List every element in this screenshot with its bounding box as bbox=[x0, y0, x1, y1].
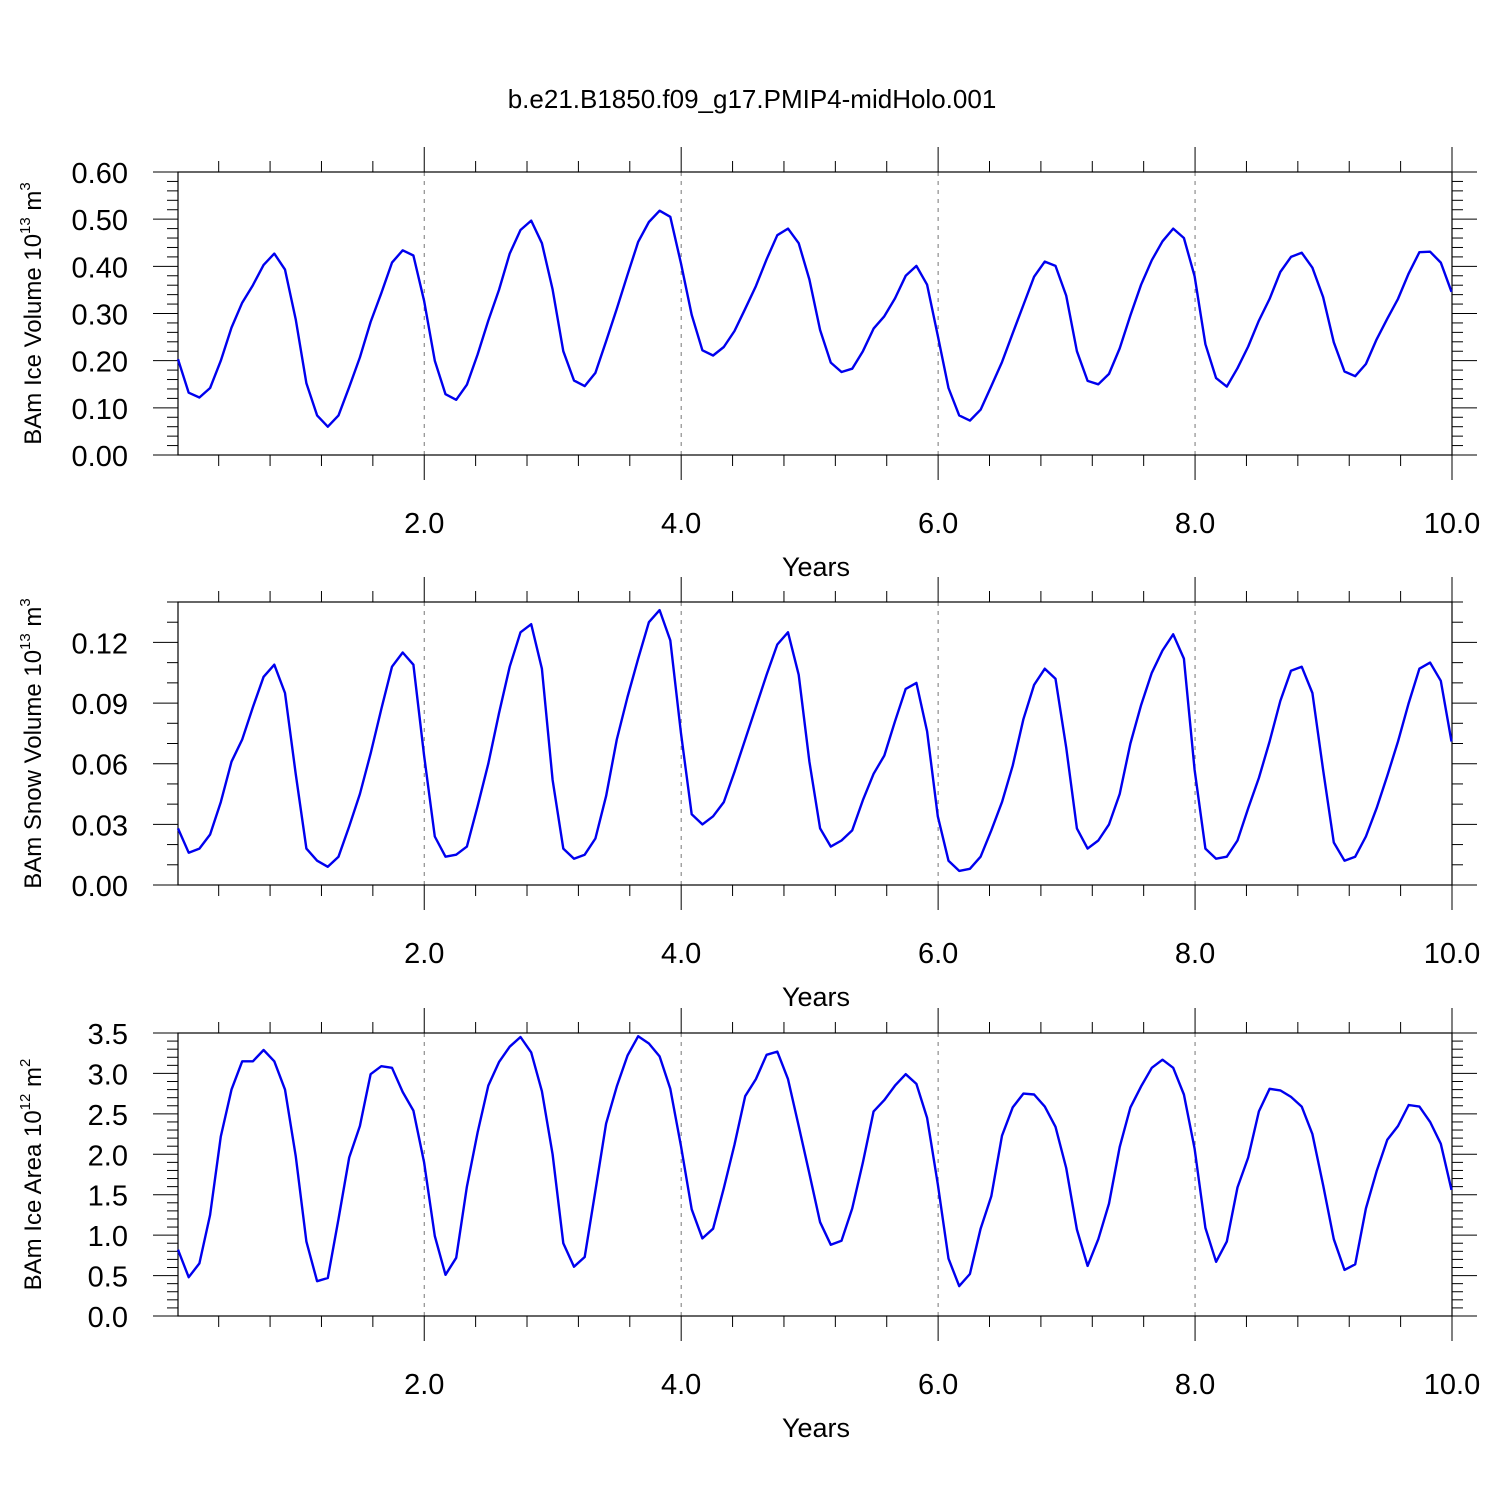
snow-volume-series-line bbox=[176, 608, 1453, 873]
ice-area-plot-frame bbox=[177, 1032, 1453, 1317]
ice-area-y-label-exponent: 12 bbox=[17, 1094, 34, 1111]
chart-title: b.e21.B1850.f09_g17.PMIP4-midHolo.001 bbox=[508, 84, 997, 114]
ice-area-x-axis-label: Years bbox=[782, 1413, 850, 1443]
snow-volume-y-tick-label: 0.00 bbox=[72, 871, 128, 903]
snow-volume-y-label-text: BAm Snow Volume 10 bbox=[20, 650, 47, 889]
panel-ice-volume: 2.0 4.0 6.0 8.0 10.0 0.00 0.10 0.20 0.30 0.40 0.50… bbox=[17, 147, 1480, 582]
ice-volume-x-axis-label: Years bbox=[782, 552, 850, 582]
ice-area-y-tick-label: 1.0 bbox=[88, 1221, 128, 1253]
snow-volume-y-label-unit: m bbox=[20, 607, 47, 634]
snow-volume-y-label-unit-exponent: 3 bbox=[17, 598, 34, 606]
snow-volume-x-tick-label: 6.0 bbox=[918, 938, 958, 970]
snow-volume-y-tick-label: 0.12 bbox=[72, 628, 128, 660]
ice-area-y-tick-label: 0.5 bbox=[88, 1262, 128, 1294]
ice-volume-y-tick-label: 0.00 bbox=[72, 441, 128, 473]
ice-volume-y-label-unit-exponent: 3 bbox=[17, 182, 34, 190]
ice-volume-x-tick-label: 8.0 bbox=[1175, 508, 1215, 540]
ice-volume-y-axis-label: BAm Ice Volume 1013 m3 bbox=[17, 182, 47, 444]
snow-volume-x-tick-label: 4.0 bbox=[661, 938, 701, 970]
snow-volume-y-axis-label: BAm Snow Volume 1013 m3 bbox=[17, 598, 47, 889]
snow-volume-x-axis-label: Years bbox=[782, 982, 850, 1012]
ice-volume-series-line bbox=[176, 209, 1453, 428]
panel-snow-volume: 2.0 4.0 6.0 8.0 10.0 0.00 0.03 0.06 0.09 0.12 Year… bbox=[17, 577, 1480, 1012]
ice-volume-y-tick-label: 0.10 bbox=[72, 394, 128, 426]
ice-volume-x-tick-label: 6.0 bbox=[918, 508, 958, 540]
ice-area-x-tick-label: 8.0 bbox=[1175, 1369, 1215, 1401]
ice-volume-y-label-unit: m bbox=[20, 191, 47, 218]
panel-ice-area: 2.0 4.0 6.0 8.0 10.0 0.0 0.5 1.0 1.5 2.0 2.5 3.0 3.5… bbox=[17, 1008, 1480, 1443]
ice-area-y-axis-label: BAm Ice Area 1012 m2 bbox=[17, 1059, 47, 1291]
ice-volume-y-tick-label: 0.40 bbox=[72, 252, 128, 284]
ice-area-y-tick-label: 3.0 bbox=[88, 1059, 128, 1091]
ice-volume-y-tick-label: 0.20 bbox=[72, 347, 128, 379]
ice-area-y-label-text: BAm Ice Area 10 bbox=[20, 1110, 47, 1290]
ice-area-y-label-unit: m bbox=[20, 1067, 47, 1094]
snow-volume-y-tick-label: 0.09 bbox=[72, 689, 128, 721]
ice-area-y-tick-label: 2.5 bbox=[88, 1100, 128, 1132]
ice-area-x-tick-label: 10.0 bbox=[1424, 1369, 1480, 1401]
snow-volume-x-tick-label: 2.0 bbox=[404, 938, 444, 970]
ice-volume-y-tick-label: 0.30 bbox=[72, 300, 128, 332]
ice-volume-x-tick-label: 2.0 bbox=[404, 508, 444, 540]
ice-area-y-tick-label: 2.0 bbox=[88, 1140, 128, 1172]
ice-area-x-tick-label: 2.0 bbox=[404, 1369, 444, 1401]
ice-volume-x-tick-label: 4.0 bbox=[661, 508, 701, 540]
ice-area-x-tick-label: 4.0 bbox=[661, 1369, 701, 1401]
ice-area-y-label-unit-exponent: 2 bbox=[17, 1059, 34, 1067]
ice-volume-plot-frame bbox=[177, 171, 1453, 456]
snow-volume-x-tick-label: 8.0 bbox=[1175, 938, 1215, 970]
snow-volume-plot-frame bbox=[177, 601, 1453, 886]
ice-volume-y-tick-label: 0.50 bbox=[72, 205, 128, 237]
ice-volume-y-label-exponent: 13 bbox=[17, 217, 34, 234]
ice-volume-x-tick-label: 10.0 bbox=[1424, 508, 1480, 540]
ice-area-x-tick-label: 6.0 bbox=[918, 1369, 958, 1401]
snow-volume-y-tick-label: 0.03 bbox=[72, 810, 128, 842]
snow-volume-y-tick-label: 0.06 bbox=[72, 750, 128, 782]
snow-volume-x-tick-label: 10.0 bbox=[1424, 938, 1480, 970]
ice-area-series-line bbox=[176, 1034, 1453, 1288]
ice-area-y-tick-label: 1.5 bbox=[88, 1181, 128, 1213]
ice-volume-y-label-text: BAm Ice Volume 10 bbox=[20, 234, 47, 445]
snow-volume-y-label-exponent: 13 bbox=[17, 633, 34, 650]
ice-area-y-tick-label: 3.5 bbox=[88, 1019, 128, 1051]
ice-volume-y-tick-label: 0.60 bbox=[72, 158, 128, 190]
ice-area-y-tick-label: 0.0 bbox=[88, 1302, 128, 1334]
